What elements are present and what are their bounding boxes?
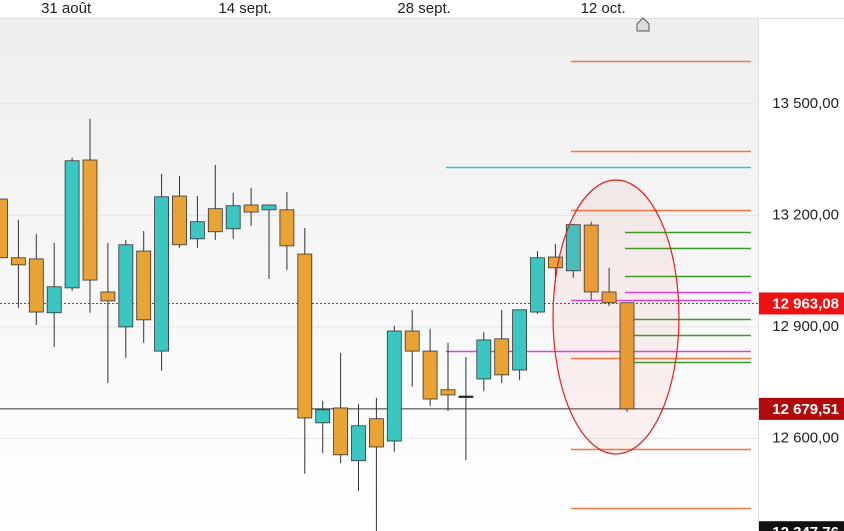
y-tick-label: 12 600,00 [772, 429, 839, 446]
candle-body [46, 286, 62, 314]
candle-body [530, 257, 545, 313]
home-icon[interactable] [636, 17, 650, 32]
candle-body [386, 330, 402, 442]
candle-body [261, 204, 277, 211]
candle-body [136, 250, 152, 321]
annotation-ellipse [552, 179, 680, 455]
candle-body [0, 198, 8, 259]
candle-body [279, 209, 295, 247]
candle-body [64, 160, 80, 289]
candle-body [548, 256, 563, 269]
candle-body [10, 257, 26, 266]
candle-body [225, 205, 241, 230]
candle-body [118, 244, 134, 328]
x-tick-label: 28 sept. [397, 0, 450, 17]
candle-body [243, 204, 259, 213]
candle-body [368, 418, 384, 448]
candle-body [440, 389, 456, 396]
candle-body [154, 196, 170, 352]
candle-body [601, 291, 617, 304]
candle-body [172, 195, 187, 246]
price-label: 12 963,08 [772, 295, 839, 312]
candle-body [28, 258, 44, 313]
candle-body [458, 395, 474, 398]
candle-body [333, 407, 349, 456]
y-tick-label: 13 200,00 [772, 206, 839, 223]
price-label-box [759, 292, 844, 315]
candle-body [207, 208, 223, 233]
y-tick-label: 13 500,00 [772, 95, 839, 112]
candle-body [494, 338, 510, 376]
candle-body [476, 339, 492, 380]
candle-body [351, 425, 366, 462]
candle-body [297, 253, 313, 419]
y-tick-label: 12 900,00 [772, 318, 839, 335]
x-tick-label: 14 sept. [218, 0, 271, 17]
candle-body [189, 221, 205, 240]
candle-body [512, 309, 527, 371]
candle-body [565, 224, 581, 272]
candle-body [82, 159, 98, 281]
candle-body [404, 330, 420, 352]
candle-body [619, 302, 635, 410]
candle-body [583, 224, 599, 293]
candle-body [422, 350, 438, 400]
x-tick-label: 31 août [41, 0, 92, 17]
price-label: 12 679,51 [772, 401, 839, 418]
price-label-box [759, 521, 844, 531]
candle-body [100, 291, 116, 302]
candle-body [315, 409, 331, 424]
x-tick-label: 12 oct. [581, 0, 626, 17]
price-label-box [759, 397, 844, 420]
price-label: 12 347,76 [772, 524, 839, 531]
